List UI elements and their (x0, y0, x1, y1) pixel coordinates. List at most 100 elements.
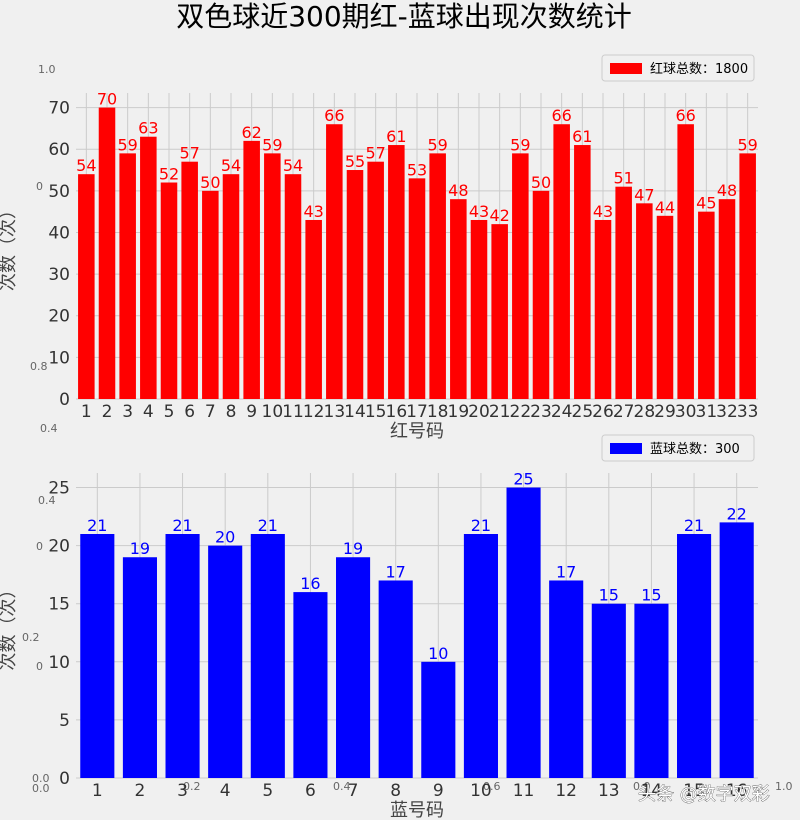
legend-swatch (610, 63, 642, 74)
y-tick-label: 10 (48, 653, 70, 673)
bar-value-label: 51 (613, 169, 633, 188)
bar (202, 190, 219, 399)
bar (326, 124, 343, 399)
bar (98, 107, 116, 400)
bar (429, 153, 446, 399)
bar (470, 219, 488, 399)
x-tick-label: 14 (344, 402, 366, 422)
bar (305, 219, 322, 399)
watermark: 头条 @数字双彩 (638, 784, 770, 805)
bg-tick-label: 0.4 (38, 494, 56, 507)
bar (491, 224, 508, 399)
x-tick-label: 5 (164, 402, 175, 422)
bar-value-label: 19 (343, 539, 363, 558)
bar (367, 161, 384, 399)
y-tick-label: 5 (59, 711, 70, 731)
bar (574, 145, 591, 399)
bar-value-label: 10 (428, 644, 448, 663)
x-tick-label: 10 (262, 402, 284, 422)
y-tick-label: 60 (48, 140, 70, 160)
x-tick-label: 4 (220, 781, 231, 801)
bar (594, 219, 612, 399)
bg-tick-label: 1.0 (775, 780, 793, 793)
legend-label: 蓝球总数：300 (650, 442, 740, 457)
x-tick-label: 25 (572, 402, 594, 422)
bar-value-label: 45 (696, 194, 716, 213)
bar-value-label: 16 (300, 574, 320, 593)
bar-value-label: 54 (283, 156, 303, 175)
bar (388, 145, 405, 399)
x-tick-label: 32 (716, 402, 738, 422)
bar-value-label: 50 (531, 173, 551, 192)
x-tick-label: 9 (433, 781, 444, 801)
bar-value-label: 61 (386, 127, 406, 146)
x-tick-label: 16 (726, 781, 748, 801)
x-tick-label: 29 (654, 402, 676, 422)
bar (346, 170, 364, 399)
x-axis-label: 蓝号码 (390, 800, 444, 820)
bar-value-label: 21 (471, 516, 491, 535)
bar-value-label: 21 (258, 516, 278, 535)
bar-value-label: 17 (556, 562, 576, 581)
bar-value-label: 66 (551, 106, 571, 125)
x-tick-label: 3 (177, 781, 188, 801)
x-tick-label: 18 (427, 402, 449, 422)
bar (250, 534, 285, 778)
x-tick-label: 16 (386, 402, 408, 422)
bar-value-label: 22 (727, 504, 747, 523)
x-tick-label: 31 (696, 402, 718, 422)
x-tick-label: 24 (551, 402, 573, 422)
bar-value-label: 59 (510, 135, 530, 154)
y-axis-label: 次数（次） (0, 581, 19, 671)
bar (506, 487, 541, 778)
x-tick-label: 1 (92, 781, 103, 801)
bar-value-label: 53 (407, 160, 427, 179)
x-tick-label: 4 (143, 402, 154, 422)
bar-value-label: 19 (130, 539, 150, 558)
x-tick-label: 13 (324, 402, 346, 422)
bar (636, 203, 653, 399)
bar-value-label: 42 (489, 206, 509, 225)
bar-value-label: 43 (593, 202, 613, 221)
x-tick-label: 5 (262, 781, 273, 801)
x-tick-label: 12 (555, 781, 577, 801)
bar-value-label: 21 (172, 516, 192, 535)
bar (378, 580, 413, 778)
bar (408, 178, 426, 399)
x-tick-label: 20 (468, 402, 490, 422)
x-tick-label: 22 (510, 402, 532, 422)
y-tick-label: 50 (48, 182, 70, 202)
bar-value-label: 55 (345, 152, 365, 171)
bar (532, 190, 550, 399)
x-tick-label: 15 (365, 402, 387, 422)
figure-title: 双色球近300期红-蓝球出现次数统计 (176, 0, 632, 33)
x-tick-label: 27 (613, 402, 635, 422)
bar (677, 534, 712, 778)
bar (160, 182, 178, 399)
bar-value-label: 20 (215, 528, 235, 547)
bar-value-label: 59 (262, 135, 282, 154)
x-tick-label: 26 (592, 402, 614, 422)
bar (122, 557, 157, 778)
bar (284, 174, 302, 399)
x-tick-label: 13 (598, 781, 620, 801)
bar-value-label: 63 (138, 119, 158, 138)
bg-tick-label: 0.2 (22, 631, 40, 644)
x-tick-label: 28 (634, 402, 656, 422)
legend: 红球总数：1800 (601, 54, 755, 82)
bar-value-label: 48 (717, 181, 737, 200)
x-tick-label: 2 (135, 781, 146, 801)
x-tick-label: 8 (226, 402, 237, 422)
bar (615, 186, 632, 399)
bar (512, 153, 529, 399)
y-tick-label: 25 (48, 479, 70, 499)
bar-value-label: 43 (469, 202, 489, 221)
bar-value-label: 52 (159, 165, 179, 184)
y-tick-label: 40 (48, 223, 70, 243)
bar-value-label: 70 (97, 90, 117, 109)
bg-tick-label: 0.6 (483, 780, 501, 793)
bar (549, 580, 584, 778)
bar (421, 661, 456, 778)
x-tick-label: 3 (122, 402, 133, 422)
